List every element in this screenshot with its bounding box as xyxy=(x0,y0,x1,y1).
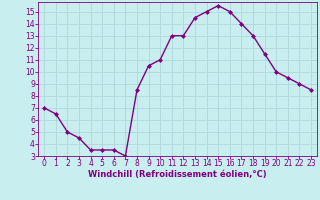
X-axis label: Windchill (Refroidissement éolien,°C): Windchill (Refroidissement éolien,°C) xyxy=(88,170,267,179)
